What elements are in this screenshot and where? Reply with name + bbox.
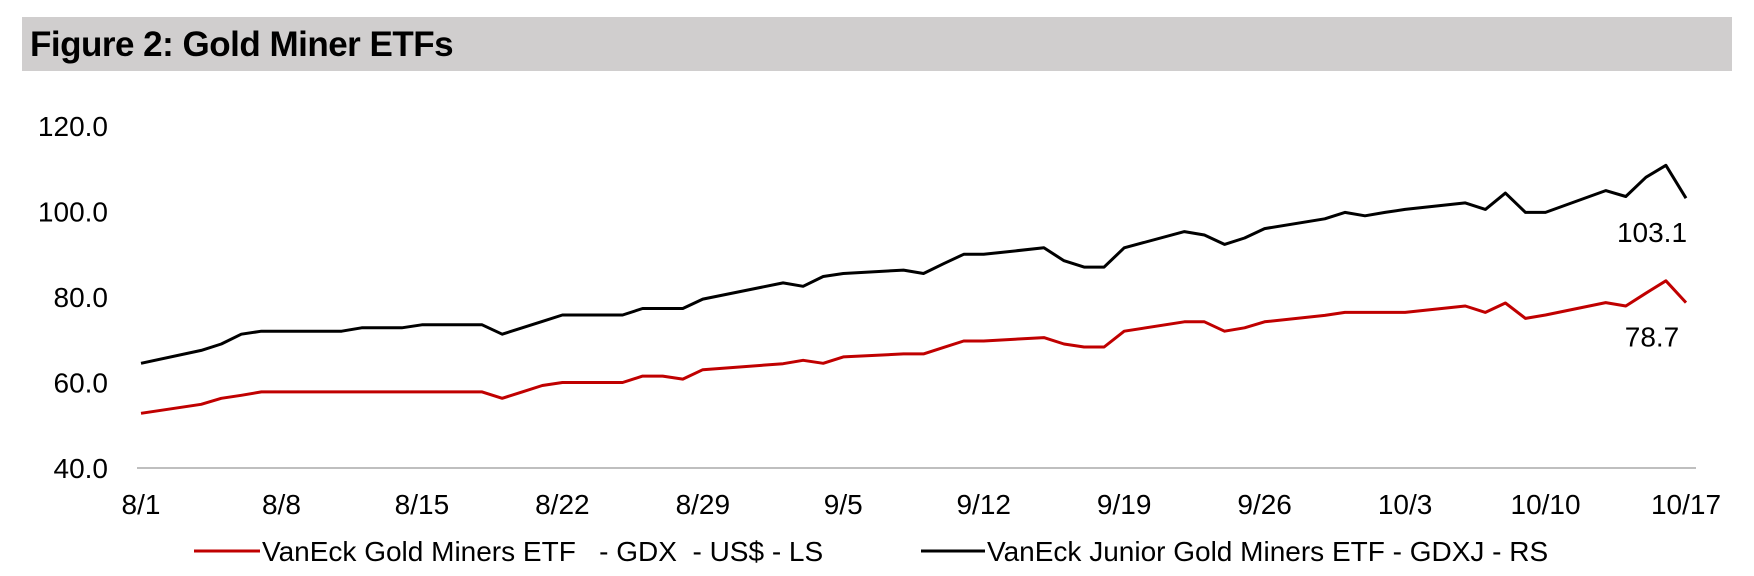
x-tick-label: 9/5 (824, 489, 863, 520)
title-bar: Figure 2: Gold Miner ETFs (22, 17, 1732, 71)
chart-title: Figure 2: Gold Miner ETFs (30, 25, 454, 64)
y-tick-label: 60.0 (54, 368, 109, 399)
y-tick-label: 40.0 (54, 453, 109, 484)
x-tick-label: 10/17 (1651, 489, 1721, 520)
y-tick-label: 120.0 (38, 111, 108, 142)
x-tick-label: 8/29 (676, 489, 731, 520)
x-tick-label: 9/19 (1097, 489, 1152, 520)
gdxj-legend-label: VanEck Junior Gold Miners ETF - GDXJ - R… (987, 536, 1548, 567)
x-tick-label: 10/3 (1378, 489, 1433, 520)
gdxj-end-label: 103.1 (1617, 217, 1687, 248)
x-tick-label: 8/1 (122, 489, 161, 520)
x-tick-label: 8/22 (535, 489, 590, 520)
x-tick-label: 8/15 (395, 489, 450, 520)
x-tick-label: 8/8 (262, 489, 301, 520)
gdx-legend-label: VanEck Gold Miners ETF - GDX - US$ - LS (262, 536, 823, 567)
gdx-series-line (140, 279, 1688, 415)
gdxj-series-line (140, 163, 1688, 365)
x-tick-label: 9/26 (1237, 489, 1292, 520)
x-tick-label: 10/10 (1511, 489, 1581, 520)
gdx-end-label: 78.7 (1625, 322, 1680, 353)
x-tick-label: 9/12 (956, 489, 1011, 520)
y-tick-label: 80.0 (54, 282, 109, 313)
y-tick-label: 100.0 (38, 197, 108, 228)
